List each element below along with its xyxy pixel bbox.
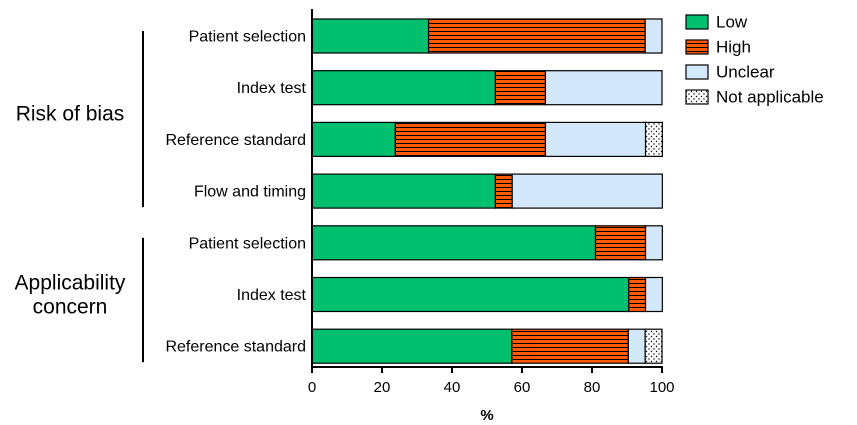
bar-segment-not-applicable-row-3 [644,121,663,158]
legend-label-not-applicable: Not applicable [716,88,824,107]
bar-segment-low-row-5 [311,225,597,261]
x-tick-label-20: 20 [374,379,391,396]
bar-segment-high-row-1 [427,18,646,54]
bar-segment-low-row-6 [311,276,630,313]
x-tick-label-80: 80 [584,379,601,396]
bar-segment-unclear-row-7 [627,328,646,364]
bar-segment-low-row-4 [311,173,496,209]
x-axis-title: % [480,407,493,424]
bar-segment-unclear-row-4 [511,173,663,209]
bar-segment-unclear-row-2 [544,70,663,106]
bar-segment-unclear-row-6 [644,276,663,313]
bar-segment-unclear-row-1 [644,18,663,54]
category-label-row-7: Reference standard [165,339,306,356]
bar-segment-not-applicable-row-7 [644,328,663,364]
bar-segment-low-row-7 [311,328,513,364]
x-tick-label-100: 100 [649,379,674,396]
legend-swatch-unclear [685,64,709,80]
group-label-risk-of-bias: Risk of bias [16,103,125,126]
legend-swatch-high [685,39,709,55]
bar-segment-unclear-row-5 [644,225,663,261]
bar-segment-high-row-7 [511,328,630,364]
group-label-applicability-concern: Applicability concern [15,272,126,319]
x-tick-label-40: 40 [444,379,461,396]
bar-segment-low-row-1 [311,18,430,54]
category-label-row-6: Index test [237,287,307,304]
legend-label-unclear: Unclear [716,63,775,82]
category-label-row-5: Patient selection [189,235,306,252]
bar-segment-high-row-2 [494,70,547,106]
legend-swatch-low [685,14,709,30]
legend-swatch-not-applicable [685,89,709,105]
bar-segment-high-row-6 [628,276,647,313]
bar-segment-unclear-row-3 [544,121,647,158]
bar-segment-low-row-2 [311,70,496,106]
bar-segment-high-row-3 [394,121,547,158]
category-label-row-3: Reference standard [165,132,306,149]
legend-label-high: High [716,38,751,57]
bar-segment-high-row-5 [594,225,647,261]
x-tick-label-60: 60 [514,379,531,396]
legend-label-low: Low [716,13,748,32]
bar-segment-low-row-3 [311,121,396,158]
category-label-row-4: Flow and timing [194,184,306,201]
x-tick-label-0: 0 [308,379,316,396]
category-label-row-1: Patient selection [189,29,306,46]
bar-segment-high-row-4 [494,173,513,209]
category-label-row-2: Index test [237,80,307,97]
